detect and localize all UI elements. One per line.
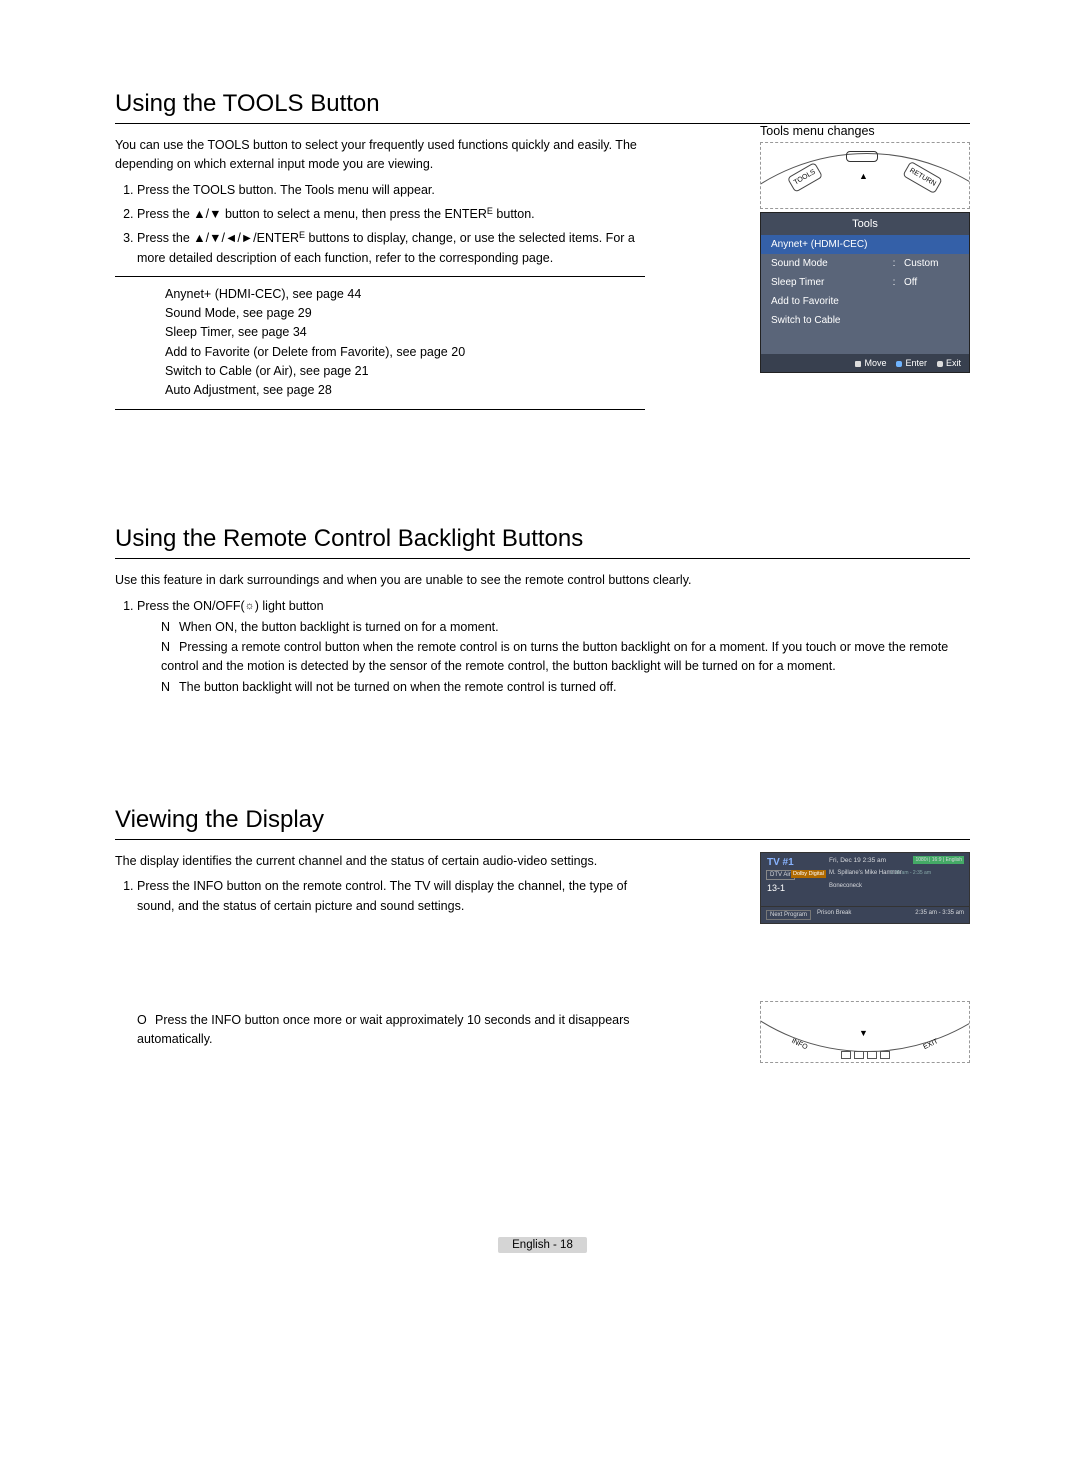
- step-item: Press the TOOLS button. The Tools menu w…: [137, 180, 655, 200]
- exit-remote-button: EXIT: [923, 1038, 940, 1051]
- page-number: English - 18: [115, 1239, 970, 1251]
- section3-intro: The display identifies the current chann…: [115, 852, 635, 871]
- tools-menu-header: Tools: [761, 213, 969, 235]
- step-item: Press the ▲/▼/◄/►/ENTERE buttons to disp…: [137, 228, 655, 268]
- step-item: Press the INFO button on the remote cont…: [137, 876, 635, 916]
- section3-steps: Press the INFO button on the remote cont…: [115, 876, 635, 916]
- section1-title: Using the TOOLS Button: [115, 90, 970, 124]
- note-item: OPress the INFO button once more or wait…: [137, 1011, 635, 1049]
- tools-menu-footer: Move Enter Exit: [761, 354, 969, 372]
- info-osd: TV #1 DTV Air Dolby Digital 13-1 Fri, De…: [760, 852, 970, 907]
- note-item: NThe button backlight will not be turned…: [161, 678, 970, 697]
- info-display-panel: TV #1 DTV Air Dolby Digital 13-1 Fri, De…: [760, 852, 970, 924]
- light-icon: ☼: [245, 599, 255, 611]
- note-item: NPressing a remote control button when t…: [161, 638, 970, 676]
- remote-illustration-top: TOOLS ▲ RETURN: [760, 142, 970, 209]
- tools-menu-row: Add to Favorite: [761, 292, 969, 311]
- section2-intro: Use this feature in dark surroundings an…: [115, 571, 970, 590]
- tools-menu-row: Sleep Timer:Off: [761, 273, 969, 292]
- tools-menu: Tools Anynet+ (HDMI-CEC) Sound Mode:Cust…: [760, 212, 970, 373]
- ref-item: Sleep Timer, see page 34: [165, 323, 645, 342]
- step-item: Press the ▲/▼ button to select a menu, t…: [137, 204, 655, 224]
- up-arrow-icon: ▲: [859, 171, 868, 181]
- tools-remote-button: TOOLS: [787, 162, 823, 193]
- ref-item: Sound Mode, see page 29: [165, 304, 645, 323]
- ref-item: Add to Favorite (or Delete from Favorite…: [165, 343, 645, 362]
- ref-item: Auto Adjustment, see page 28: [165, 381, 645, 400]
- tools-menu-row: Anynet+ (HDMI-CEC): [761, 235, 969, 254]
- remote-illustration-bottom: INFO ▼ EXIT: [760, 1001, 970, 1063]
- section1-intro: You can use the TOOLS button to select y…: [115, 136, 655, 174]
- ref-item: Switch to Cable (or Air), see page 21: [165, 362, 645, 381]
- section3-title: Viewing the Display: [115, 806, 970, 840]
- step-item: Press the ON/OFF(☼) light button NWhen O…: [137, 596, 970, 697]
- section2-steps: Press the ON/OFF(☼) light button NWhen O…: [115, 596, 970, 697]
- return-remote-button: RETURN: [902, 161, 943, 194]
- section1-right-panel: Tools menu changes TOOLS ▲ RETURN Tools …: [760, 124, 970, 373]
- ref-item: Anynet+ (HDMI-CEC), see page 44: [165, 285, 645, 304]
- section1-steps: Press the TOOLS button. The Tools menu w…: [115, 180, 655, 268]
- info-remote-button: INFO: [790, 1038, 808, 1052]
- tools-menu-row: Sound Mode:Custom: [761, 254, 969, 273]
- section1-reference-list: Anynet+ (HDMI-CEC), see page 44 Sound Mo…: [115, 276, 645, 410]
- tools-caption: Tools menu changes: [760, 124, 970, 138]
- tools-menu-row: Switch to Cable: [761, 311, 969, 330]
- down-arrow-icon: ▼: [859, 1028, 868, 1038]
- section2-title: Using the Remote Control Backlight Butto…: [115, 525, 970, 559]
- note-item: NWhen ON, the button backlight is turned…: [161, 618, 970, 637]
- remote-illustration-bottom-wrap: INFO ▼ EXIT: [760, 995, 970, 1063]
- info-osd-next: Next Program Prison Break 2:35 am - 3:35…: [760, 907, 970, 924]
